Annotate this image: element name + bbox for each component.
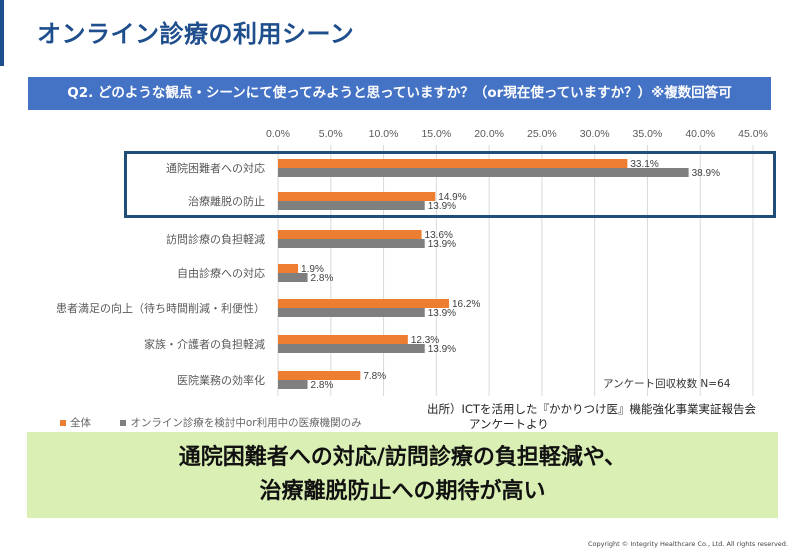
value-label: 13.6%	[425, 230, 453, 241]
value-label: 7.8%	[363, 371, 386, 382]
bar-chart: 0.0% 5.0% 10.0% 15.0% 20.0% 25.0% 30.0% 35.0% 40…	[56, 128, 768, 396]
category-label: 治療離脱の防止	[188, 194, 265, 208]
category-label: 訪問診療の負担軽減	[166, 232, 265, 246]
source-line-1: 出所）ICTを活用した『かかりつけ医』機能強化事業実証報告会	[427, 402, 757, 416]
bar-all	[278, 371, 361, 380]
value-label: 2.8%	[311, 273, 334, 284]
conclusion-line-1: 通院困難者への対応/訪問診療の負担軽減や、	[178, 445, 627, 470]
x-tick-label: 10.0%	[369, 128, 399, 140]
value-label: 16.2%	[452, 299, 480, 310]
value-labels: 33.1%38.9%14.9%13.9%13.6%13.9%1.9%2.8%16…	[301, 159, 720, 391]
conclusion-line-2: 治療離脱防止への期待が高い	[259, 479, 546, 504]
category-label: 通院困難者への対応	[166, 161, 265, 175]
x-tick-label: 45.0%	[738, 128, 768, 140]
bar-all	[278, 230, 422, 239]
category-labels: 通院困難者への対応治療離脱の防止訪問診療の負担軽減自由診療への対応患者満足の向上…	[56, 161, 265, 387]
x-tick-label: 15.0%	[421, 128, 451, 140]
x-axis-ticks: 0.0% 5.0% 10.0% 15.0% 20.0% 25.0% 30.0% 35.0% 40…	[266, 128, 768, 140]
value-label: 2.8%	[311, 380, 334, 391]
bar-online	[278, 344, 425, 353]
bars	[278, 159, 689, 389]
source-note: 出所）ICTを活用した『かかりつけ医』機能強化事業実証報告会 アンケートより	[427, 402, 756, 432]
bar-online	[278, 168, 689, 177]
x-tick-label: 25.0%	[527, 128, 557, 140]
bar-all	[278, 159, 628, 168]
x-tick-label: 0.0%	[266, 128, 290, 140]
x-tick-label: 35.0%	[633, 128, 663, 140]
value-label: 13.9%	[428, 308, 456, 319]
source-line-2: アンケートより	[469, 417, 549, 431]
legend-swatch-gray	[120, 420, 127, 426]
category-label: 自由診療への対応	[177, 266, 265, 280]
value-label: 13.9%	[428, 201, 456, 212]
x-tick-label: 30.0%	[580, 128, 610, 140]
gridlines	[277, 145, 754, 396]
x-tick-label: 5.0%	[319, 128, 343, 140]
title-accent-bar	[0, 0, 4, 66]
bar-online	[278, 201, 425, 210]
page-title: オンライン診療の利用シーン	[37, 20, 355, 48]
sample-size-note: アンケート回収枚数 N=64	[603, 378, 731, 390]
bar-online	[278, 308, 425, 317]
value-label: 13.9%	[428, 344, 456, 355]
legend-swatch-orange	[60, 420, 66, 426]
bar-online	[278, 380, 308, 389]
bar-all	[278, 192, 436, 201]
x-tick-label: 20.0%	[474, 128, 504, 140]
bar-all	[278, 264, 299, 273]
value-label: 38.9%	[692, 168, 720, 179]
value-label: 14.9%	[438, 192, 466, 203]
conclusion-box: 通院困難者への対応/訪問診療の負担軽減や、 治療離脱防止への期待が高い	[27, 432, 778, 518]
highlight-box	[124, 151, 776, 218]
value-label: 33.1%	[630, 159, 658, 170]
value-label: 1.9%	[301, 264, 324, 275]
value-label: 13.9%	[428, 239, 456, 250]
copyright: Copyright © Integrity Healthcare Co., Lt…	[587, 540, 788, 548]
category-label: 患者満足の向上（待ち時間削減・利便性）	[56, 301, 265, 315]
legend-label: 全体	[70, 417, 91, 429]
legend-item-online: オンライン診療を検討中or利用中の医療機関のみ	[120, 415, 362, 430]
category-label: 医院業務の効率化	[177, 373, 265, 387]
x-tick-label: 40.0%	[685, 128, 715, 140]
bar-online	[278, 273, 308, 282]
question-banner: Q2. どのような観点・シーンにて使ってみようと思っていますか？（or現在使って…	[28, 77, 771, 110]
value-label: 12.3%	[411, 335, 439, 346]
bar-all	[278, 335, 408, 344]
legend-label: オンライン診療を検討中or利用中の医療機関のみ	[130, 417, 362, 429]
chart-legend: 全体 オンライン診療を検討中or利用中の医療機関のみ	[60, 415, 388, 430]
category-label: 家族・介護者の負担軽減	[144, 337, 265, 351]
bar-online	[278, 239, 425, 248]
legend-item-all: 全体	[60, 415, 91, 430]
bar-all	[278, 299, 449, 308]
